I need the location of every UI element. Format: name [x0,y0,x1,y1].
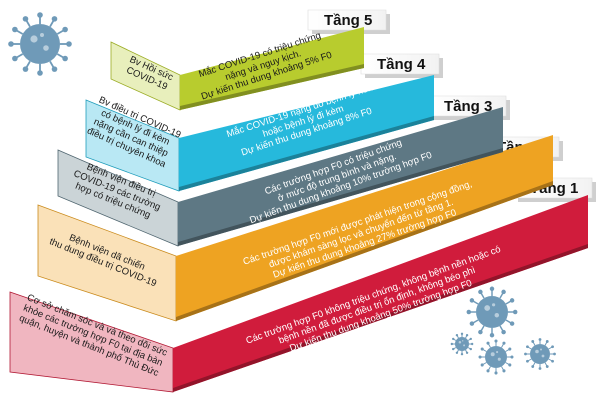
tier-bevel [173,244,588,392]
virus-icon [524,338,556,370]
tier-label: Tầng 5 [324,12,372,29]
tier-right-face [179,75,434,191]
tier-right-face [173,195,588,392]
tier-left-face [10,292,173,392]
tier-bevel [176,181,553,321]
tier-label: Tầng 4 [377,56,426,73]
tier-bevel [178,148,503,246]
virus-icon [450,332,474,356]
tier-tab [307,9,387,31]
tier-left-face [38,205,176,321]
tier-5: Tầng 5Bv Hồi sứcCOVID-19 Mắc COVID-19 có … [110,9,390,111]
tier-patient-text: Mắc COVID-19 có triệu chứngnặng và nguy … [193,29,333,103]
tier-right-face [178,107,503,246]
tier-bevel [179,116,434,191]
tier-left-face [86,100,179,191]
virus-icon [478,339,514,375]
virus-icon [8,12,72,76]
tier-left-face [111,42,180,110]
tier-bevel [180,64,364,110]
tier-4: Tầng 4Bv điều trị COVID-19có bệnh lý đi … [85,53,443,192]
virus-icon [466,286,518,338]
tier-label: Tầng 3 [444,98,492,115]
tier-right-face [180,27,364,110]
tier-right-face [176,135,553,321]
tier-left-face [58,150,178,246]
